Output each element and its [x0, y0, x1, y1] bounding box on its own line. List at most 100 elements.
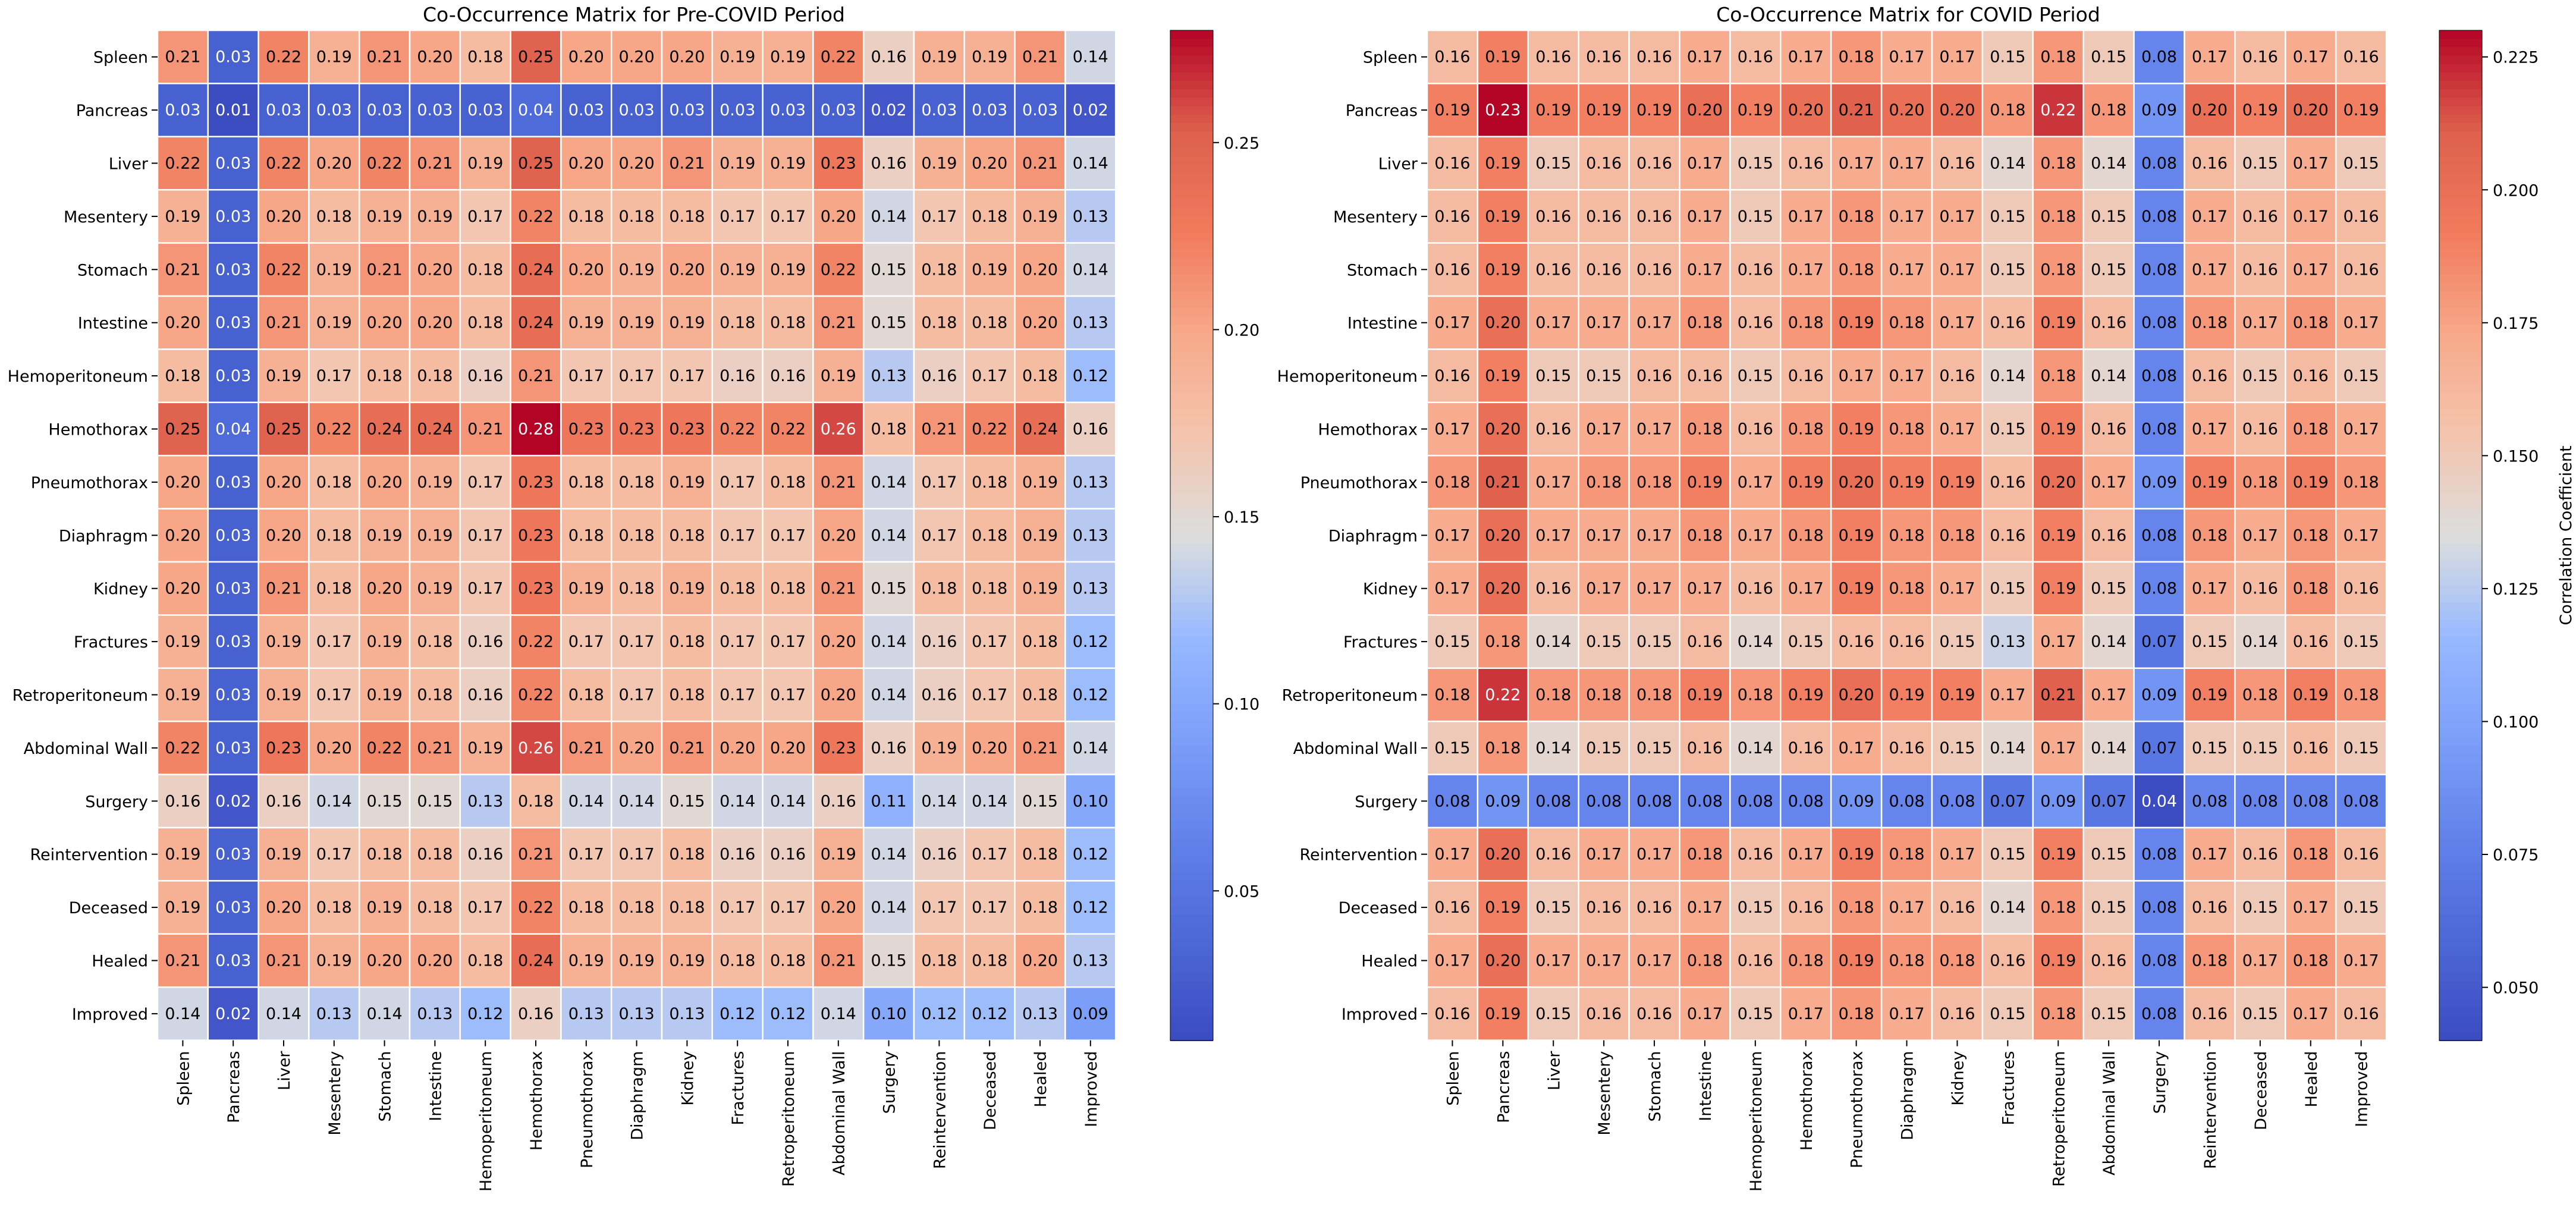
colorbar-gradient-step [2439, 922, 2482, 932]
cell-value-label: 0.17 [1535, 952, 1571, 970]
cell-value-label: 0.15 [1990, 1005, 2025, 1023]
cell-value-label: 0.19 [1586, 101, 1622, 120]
cell-value-label: 0.19 [619, 952, 655, 970]
cell-value-label: 0.08 [2141, 952, 2177, 970]
cell-value-label: 0.08 [2141, 48, 2177, 67]
heatmap-cell [610, 188, 663, 244]
heatmap-cell [1064, 774, 1117, 829]
colorbar-gradient-step [1170, 939, 1213, 949]
cell-value-label: 0.18 [972, 580, 1007, 598]
cell-value-label: 0.24 [518, 260, 554, 279]
heatmap-cell [610, 933, 663, 988]
heatmap-cell [913, 188, 966, 244]
x-tick-label: Pancreas [1494, 1051, 1513, 1123]
cell-value-label: 0.16 [518, 1005, 554, 1023]
cell-value-label: 0.15 [2091, 845, 2126, 864]
cell-value-label: 0.24 [1022, 420, 1058, 439]
cell-value-label: 0.15 [871, 260, 907, 279]
colorbar-gradient-step [2439, 661, 2482, 671]
cell-value-label: 0.19 [972, 260, 1007, 279]
cell-value-label: 0.18 [1022, 686, 1058, 705]
heatmap-cell [711, 933, 764, 988]
cell-value-label: 0.21 [669, 155, 705, 173]
cell-value-label: 0.17 [1586, 580, 1622, 598]
heatmap-cell [1527, 188, 1579, 244]
heatmap-cell [2335, 880, 2387, 935]
colorbar-gradient-step [2439, 359, 2482, 368]
cell-value-label: 0.10 [871, 1005, 907, 1023]
cell-value-label: 0.18 [669, 208, 705, 226]
heatmap-cell [2184, 720, 2236, 775]
cell-value-label: 0.19 [669, 952, 705, 970]
heatmap-cell [963, 826, 1016, 882]
cell-value-label: 0.17 [2091, 686, 2126, 705]
heatmap-cell [1729, 774, 1782, 829]
heatmap-cell [2032, 614, 2084, 669]
cell-value-label: 0.14 [821, 1005, 856, 1023]
pre-covid-column-labels: Spleen Pancreas Liver Mesentery Stomach Intes… [174, 1040, 1101, 1192]
cell-value-label: 0.18 [1434, 686, 1470, 705]
colorbar-gradient-step [1170, 89, 1213, 99]
cell-value-label: 0.18 [2343, 473, 2379, 492]
cell-value-label: 0.18 [669, 845, 705, 864]
heatmap-cell [1679, 508, 1731, 563]
heatmap-cell [1014, 29, 1066, 84]
cell-value-label: 0.14 [720, 792, 755, 810]
x-tick-label: Liver [275, 1051, 294, 1090]
x-tick-label: Mesentery [1595, 1051, 1614, 1136]
cell-value-label: 0.18 [467, 48, 503, 67]
colorbar-gradient-step [1170, 981, 1213, 991]
cell-value-label: 0.16 [2343, 260, 2379, 279]
heatmap-cell [1931, 29, 1984, 84]
heatmap-cell [409, 29, 461, 84]
x-tick-label: Deceased [981, 1051, 1000, 1130]
cell-value-label: 0.20 [821, 208, 856, 226]
cell-value-label: 0.21 [518, 845, 554, 864]
covid-row-labels: Spleen Pancreas Liver Mesentery Stomach Intes… [1277, 49, 1427, 1024]
heatmap-cell [1880, 83, 1933, 138]
cell-value-label: 0.21 [266, 314, 301, 332]
cell-value-label: 0.19 [367, 686, 403, 705]
cell-value-label: 0.15 [1022, 792, 1058, 810]
cell-value-label: 0.16 [1434, 155, 1470, 173]
colorbar-gradient-step [2439, 813, 2482, 822]
cell-value-label: 0.17 [568, 367, 604, 385]
heatmap-cell [2082, 720, 2135, 775]
cell-value-label: 0.16 [1586, 1005, 1622, 1023]
heatmap-cell [1880, 508, 1933, 563]
cell-value-label: 0.18 [2293, 952, 2329, 970]
colorbar-gradient-step [2439, 510, 2482, 520]
cell-value-label: 0.01 [215, 101, 251, 120]
cell-value-label: 0.19 [1738, 101, 1773, 120]
x-tick-label: Liver [1545, 1051, 1563, 1090]
heatmap-cell [207, 188, 259, 244]
heatmap-cell [2285, 667, 2337, 722]
cell-value-label: 0.17 [619, 367, 655, 385]
cell-value-label: 0.18 [2293, 420, 2329, 439]
cell-value-label: 0.20 [770, 739, 806, 757]
colorbar-gradient-step [2439, 316, 2482, 326]
heatmap-cell [862, 136, 915, 191]
cell-value-label: 0.19 [1939, 686, 1975, 705]
cell-value-label: 0.03 [215, 260, 251, 279]
heatmap-cell [610, 83, 663, 138]
cell-value-label: 0.19 [619, 260, 655, 279]
cell-value-label: 0.14 [568, 792, 604, 810]
cell-value-label: 0.12 [720, 1005, 755, 1023]
colorbar-gradient-step [1170, 409, 1213, 419]
cell-value-label: 0.08 [2141, 208, 2177, 226]
cell-value-label: 0.17 [467, 473, 503, 492]
heatmap-cell [1527, 826, 1579, 882]
cell-value-label: 0.17 [720, 473, 755, 492]
cell-value-label: 0.13 [1990, 633, 2025, 651]
cell-value-label: 0.23 [619, 420, 655, 439]
cell-value-label: 0.07 [2141, 739, 2177, 757]
cell-value-label: 0.20 [1485, 580, 1521, 598]
cell-value-label: 0.18 [1788, 952, 1824, 970]
cell-value-label: 0.17 [1889, 155, 1924, 173]
heatmap-cell [409, 826, 461, 882]
cell-value-label: 0.15 [1788, 633, 1824, 651]
cell-value-label: 0.20 [417, 48, 453, 67]
heatmap-cell [762, 986, 814, 1041]
colorbar-gradient-step [1170, 333, 1213, 342]
